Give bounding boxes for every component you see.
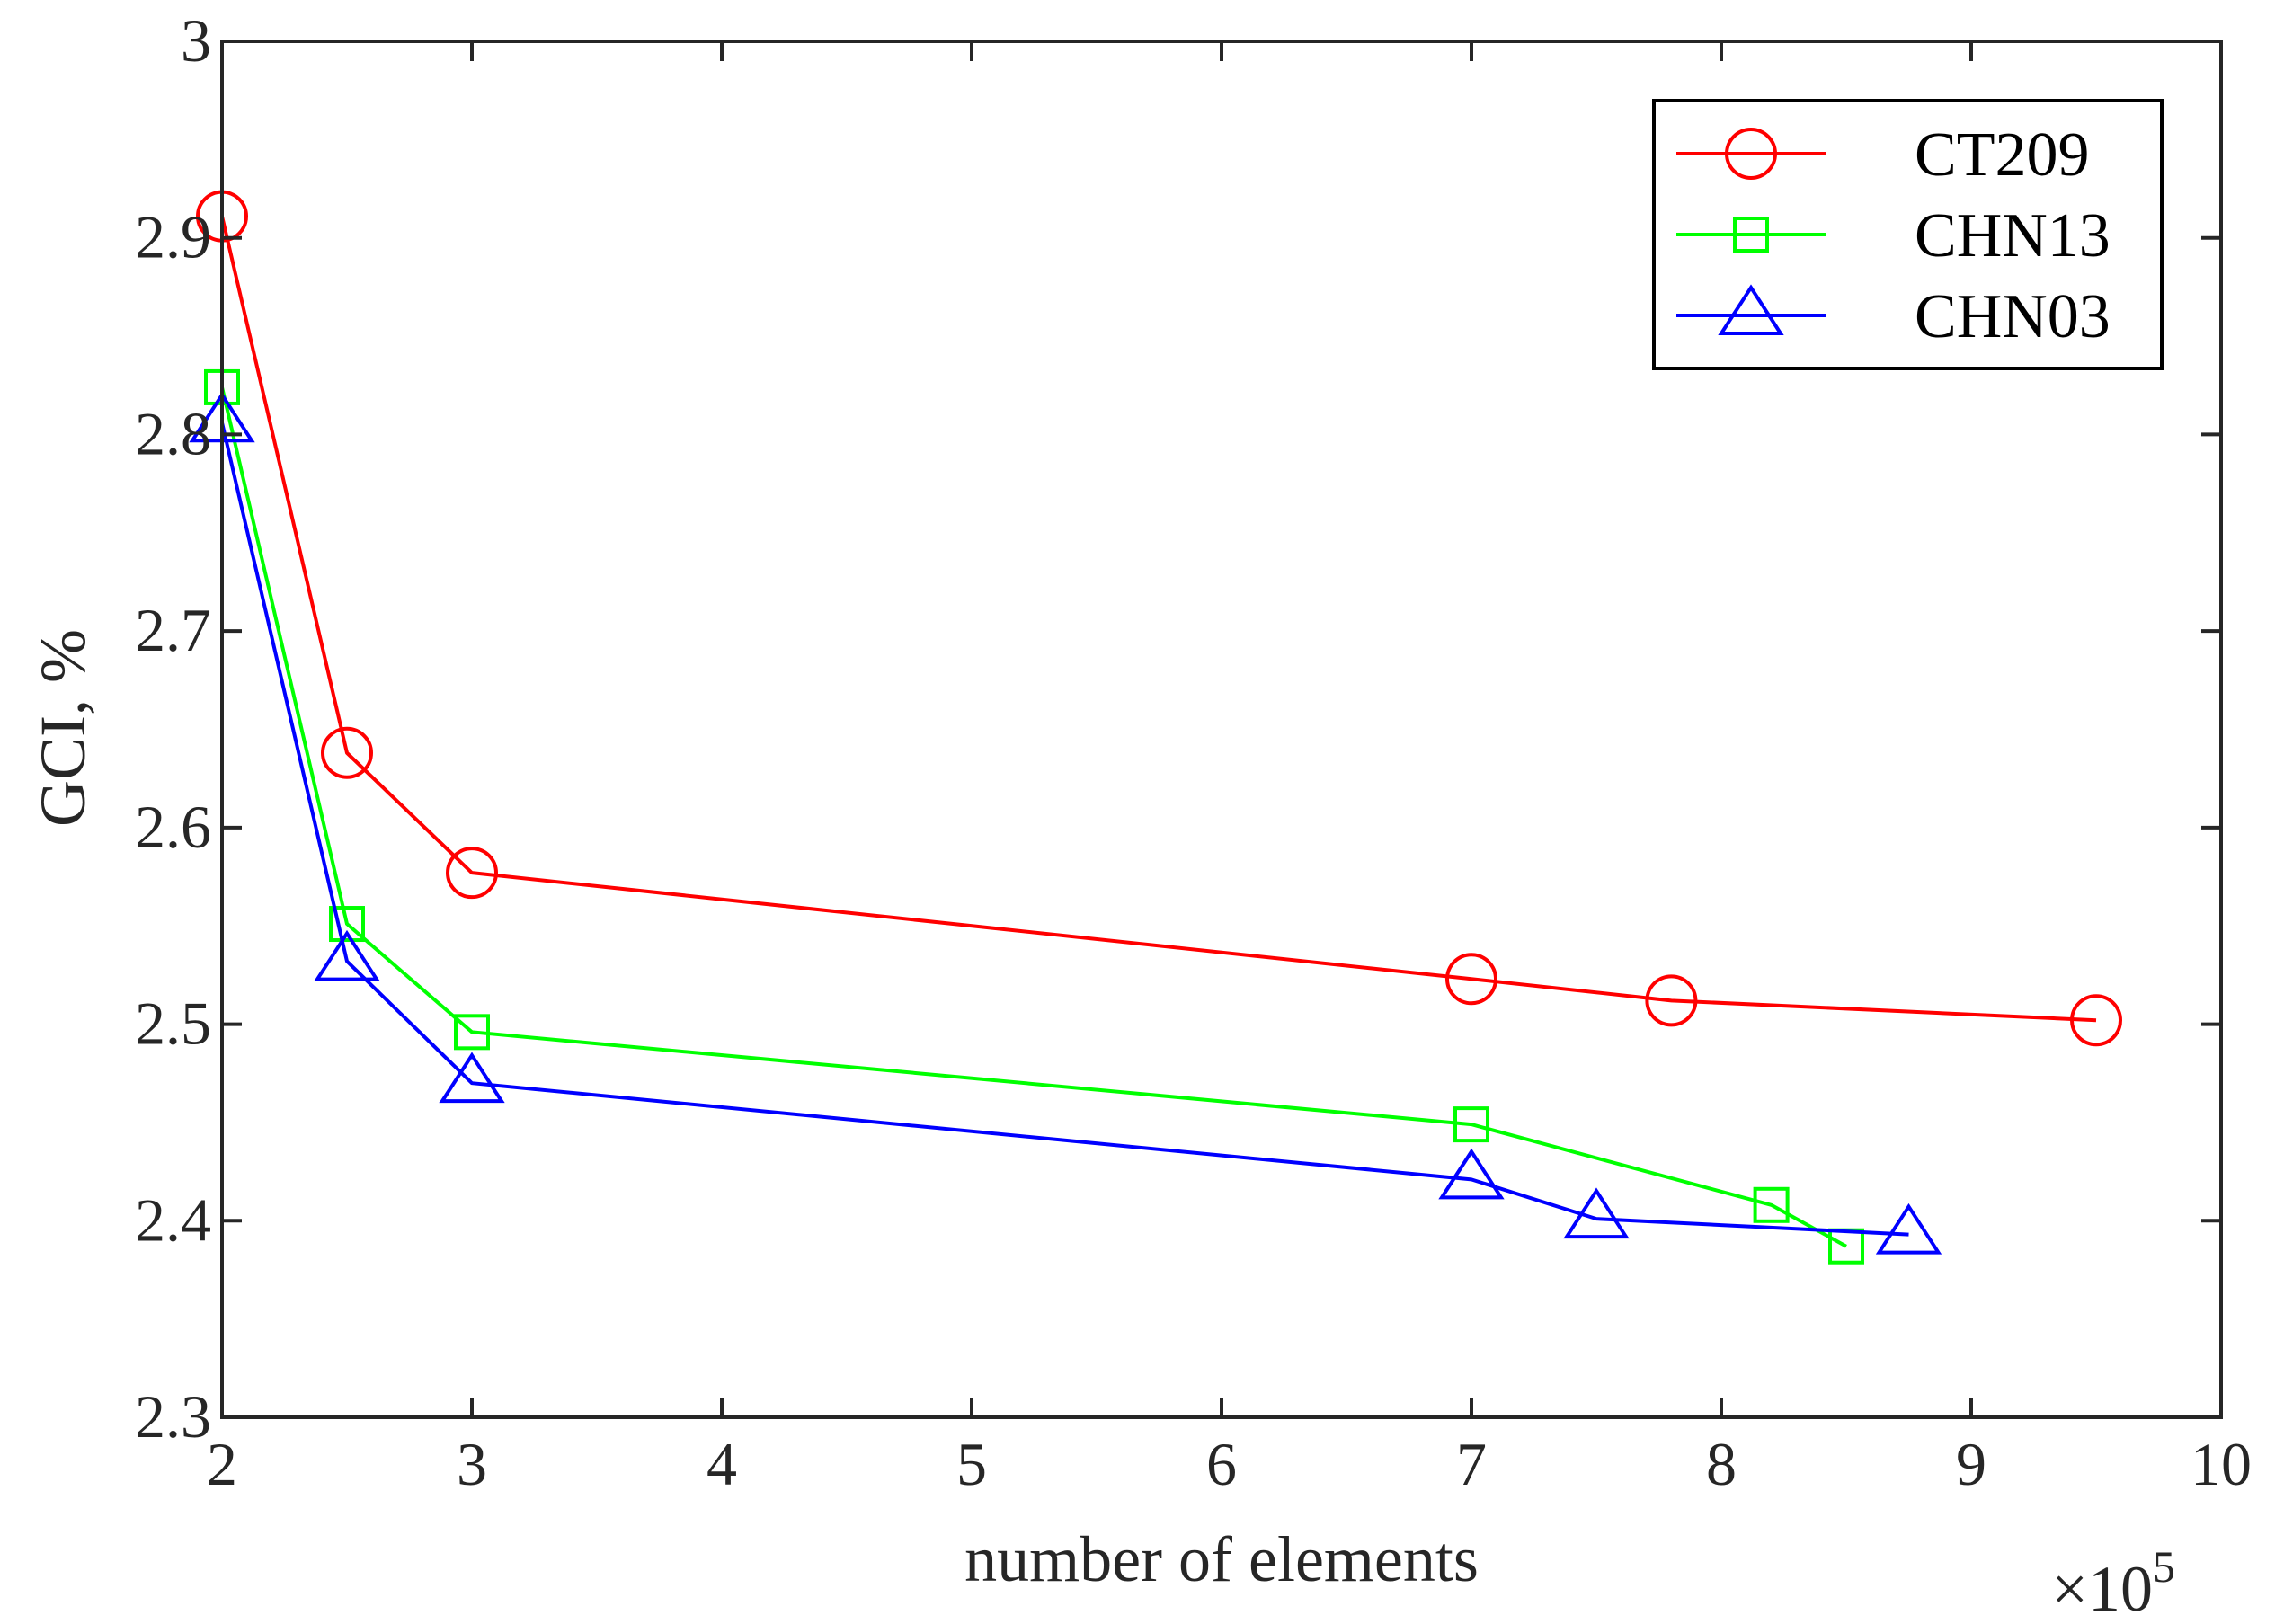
y-axis-label: GCI, %	[27, 629, 99, 827]
series-line-ct209	[220, 216, 2097, 1023]
data-point-chn13-4	[1753, 1186, 1790, 1223]
data-point-chn13-1	[329, 906, 365, 943]
series-line-chn03	[220, 422, 1909, 1237]
data-point-ct209-3	[1445, 953, 1497, 1006]
y-tick-label-4: 2.7	[135, 596, 211, 664]
tick-labels: 2 3 4 5 6 7 8 9 10 2.3 2.4 2.5 2.6 2.7 2.8 2.9 3	[135, 6, 2252, 1498]
x-tick-label-0: 2	[207, 1430, 237, 1498]
x-tick-label-6: 8	[1706, 1430, 1737, 1498]
x-tick-label-2: 4	[706, 1430, 737, 1498]
axes-layer	[220, 40, 2223, 1419]
series-line-chn13	[220, 386, 1847, 1248]
data-point-ct209-2	[446, 847, 498, 900]
legend-label-chn13: CHN13	[1915, 201, 2111, 271]
y-tick-label-0: 2.3	[135, 1382, 211, 1451]
y-tick-label-5: 2.8	[135, 399, 211, 467]
x-axis-label: number of elements	[964, 1523, 1479, 1595]
data-point-ct209-1	[321, 726, 373, 779]
data-point-chn03-3	[1438, 1148, 1505, 1200]
x-exponent-label: ×105	[2051, 1541, 2175, 1624]
x-tick-label-4: 6	[1206, 1430, 1237, 1498]
data-point-chn03-2	[439, 1052, 505, 1104]
y-tick-label-1: 2.4	[135, 1185, 211, 1254]
x-exponent-power: 5	[2153, 1541, 2175, 1592]
legend: CT209 CHN13 CHN03	[1652, 99, 2164, 370]
x-tick-label-3: 5	[956, 1430, 987, 1498]
x-tick-label-8: 10	[2191, 1430, 2252, 1498]
legend-label-ct209: CT209	[1915, 120, 2089, 190]
data-point-ct209-4	[1645, 974, 1698, 1027]
data-point-chn03-5	[1875, 1202, 1942, 1255]
x-tick-label-1: 3	[457, 1430, 487, 1498]
data-point-chn13-3	[1453, 1106, 1489, 1143]
legend-marker-ct209	[1725, 128, 1777, 180]
x-exponent-base: ×10	[2051, 1553, 2153, 1624]
legend-marker-chn03	[1718, 284, 1784, 335]
legend-label-chn03: CHN03	[1915, 282, 2111, 351]
x-tick-label-7: 9	[1956, 1430, 1986, 1498]
series-chn03	[189, 391, 1942, 1255]
x-tick-label-5: 7	[1456, 1430, 1487, 1498]
data-point-ct209-5	[2070, 994, 2122, 1047]
y-tick-label-6: 2.9	[135, 203, 211, 271]
y-tick-label-2: 2.5	[135, 989, 211, 1058]
y-tick-label-3: 2.6	[135, 793, 211, 861]
data-point-chn13-2	[454, 1014, 490, 1051]
legend-marker-chn13	[1733, 217, 1769, 253]
data-point-chn03-1	[314, 929, 380, 981]
y-tick-label-7: 3	[181, 6, 211, 75]
data-point-chn03-4	[1563, 1187, 1630, 1239]
